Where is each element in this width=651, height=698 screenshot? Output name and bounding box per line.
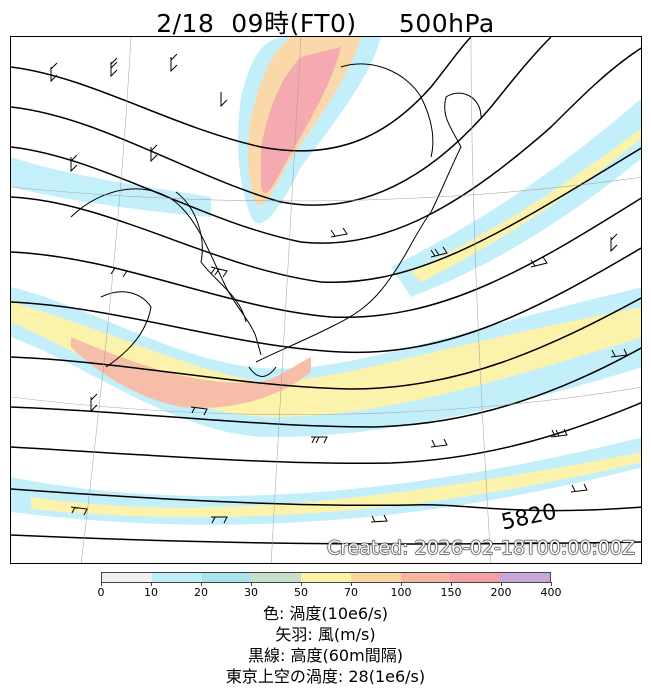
colorbar-tick-mark — [551, 582, 552, 586]
caption-color: 色: 渦度(10e6/s) — [262, 604, 389, 623]
lat-lon-grid — [11, 37, 641, 563]
colorbar-tick-label: 100 — [390, 586, 412, 599]
colorbar-tick-label: 200 — [490, 586, 512, 599]
colorbar-tick-label: 10 — [144, 586, 158, 599]
colorbar-tick-label: 20 — [194, 586, 208, 599]
colorbar-tick-mark — [151, 582, 152, 586]
legend-captions: 色: 渦度(10e6/s) 矢羽: 風(m/s) 黒線: 高度(60m間隔) 東… — [0, 603, 651, 687]
colorbar-segment — [102, 573, 152, 582]
caption-barbs: 矢羽: 風(m/s) — [275, 625, 376, 644]
map-canvas — [11, 37, 641, 563]
colorbar-tick-mark — [351, 582, 352, 586]
colorbar-segment — [350, 573, 401, 582]
wind-barbs — [50, 53, 628, 524]
created-timestamp: Created: 2026-02-18T00:00:00Z — [326, 537, 635, 560]
caption-tokyo-vorticity: 東京上空の渦度: 28(1e6/s) — [225, 667, 426, 686]
weather-map: 5820 Created: 2026-02-18T00:00:00Z — [10, 36, 642, 564]
colorbar-tick-mark — [451, 582, 452, 586]
colorbar-tick-label: 400 — [540, 586, 562, 599]
colorbar-tick-mark — [101, 582, 102, 586]
colorbar-tick-mark — [251, 582, 252, 586]
colorbar — [101, 572, 551, 583]
colorbar-segment — [450, 573, 501, 582]
colorbar-segment — [151, 573, 202, 582]
colorbar-segment — [301, 573, 351, 582]
colorbar-segment — [400, 573, 451, 582]
colorbar-segment — [201, 573, 252, 582]
colorbar-tick-label: 30 — [244, 586, 258, 599]
colorbar-tick-mark — [301, 582, 302, 586]
colorbar-ticks: 0 10 20 30 50 70 100 150 200 400 — [97, 582, 562, 602]
colorbar-segment — [251, 573, 302, 582]
vorticity-shading — [11, 37, 641, 525]
colorbar-tick-mark — [401, 582, 402, 586]
chart-title: 2/18 09時(FT0) 500hPa — [156, 9, 495, 38]
colorbar-tick-label: 50 — [294, 586, 308, 599]
caption-contours: 黒線: 高度(60m間隔) — [248, 646, 403, 665]
colorbar-tick-mark — [201, 582, 202, 586]
colorbar-tick-label: 0 — [97, 586, 105, 599]
colorbar-segment — [500, 573, 551, 582]
colorbar-tick-label: 150 — [440, 586, 462, 599]
colorbar-tick-label: 70 — [344, 586, 358, 599]
colorbar-tick-mark — [501, 582, 502, 586]
